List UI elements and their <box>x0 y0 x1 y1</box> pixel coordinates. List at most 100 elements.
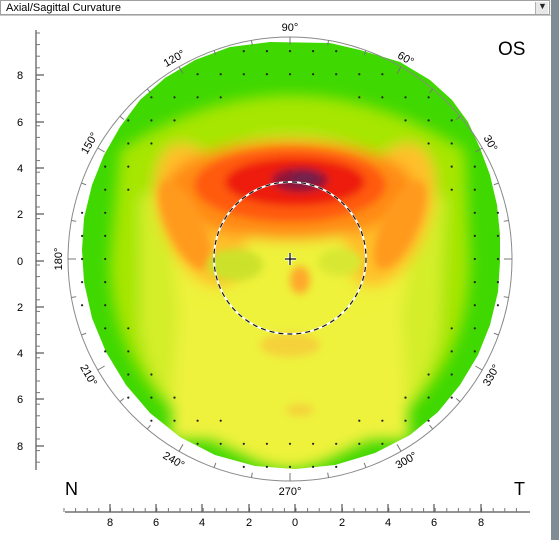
measurement-dot <box>450 373 453 376</box>
measurement-dot <box>196 73 199 76</box>
measurement-dot <box>104 234 107 237</box>
center-crosshair-icon <box>285 253 296 265</box>
measurement-dot <box>381 419 384 422</box>
ring-tick <box>503 296 509 299</box>
ring-tick <box>178 66 184 74</box>
measurement-dot <box>473 188 476 191</box>
measurement-dot <box>473 327 476 330</box>
measurement-dot <box>312 442 315 445</box>
measurement-dot <box>127 165 130 168</box>
measurement-dot <box>196 96 199 99</box>
measurement-dot <box>288 465 292 468</box>
measurement-dot <box>173 419 176 422</box>
measurement-dot <box>150 142 153 145</box>
measurement-dot <box>473 165 476 168</box>
measurement-dot <box>312 50 315 53</box>
ring-tick <box>81 332 87 336</box>
ring-tick <box>475 365 483 371</box>
measurement-dot <box>450 119 453 122</box>
measurement-dot <box>104 327 107 330</box>
measurement-dot <box>496 234 499 237</box>
measurement-dot <box>358 73 361 76</box>
measurement-dot <box>242 50 245 53</box>
ring-tick <box>71 296 77 299</box>
measurement-dot <box>288 50 292 53</box>
measurement-dot <box>219 96 222 99</box>
ring-tick <box>213 50 217 56</box>
ring-tick <box>119 398 125 403</box>
measurement-dot <box>196 419 199 422</box>
measurement-dot <box>81 234 84 237</box>
measurement-dot <box>473 350 476 353</box>
ring-tick <box>81 182 87 186</box>
ring-tick <box>178 444 184 452</box>
vertical-axis: 8 6 4 2 0 2 4 6 8 <box>17 30 44 470</box>
measurement-dot <box>312 465 315 468</box>
measurement-dot <box>450 165 453 168</box>
measurement-dot <box>427 396 430 399</box>
measurement-dot <box>265 73 268 76</box>
ring-tick <box>250 472 253 478</box>
h-tick-label: 2 <box>246 517 252 529</box>
nasal-label: N <box>65 479 78 499</box>
measurement-dot <box>404 119 407 122</box>
measurement-dot <box>150 419 153 422</box>
h-tick-label: 6 <box>431 517 437 529</box>
v-tick-label: 8 <box>17 441 23 453</box>
dropdown-button[interactable]: ▼ <box>535 1 548 14</box>
h-tick-label: 6 <box>153 517 159 529</box>
measurement-dot <box>381 96 384 99</box>
measurement-dot <box>104 188 107 191</box>
measurement-dot <box>242 465 245 468</box>
h-tick-label: 4 <box>199 517 205 529</box>
measurement-dot <box>104 350 107 353</box>
measurement-dot <box>358 96 361 99</box>
measurement-dot <box>473 304 476 307</box>
measurement-dot <box>358 442 361 445</box>
measurement-dot <box>127 350 130 353</box>
measurement-dot <box>473 281 476 284</box>
measurement-dot <box>150 396 153 399</box>
ring-tick <box>493 332 499 336</box>
ring-tick <box>396 444 402 452</box>
measurement-dot <box>265 442 268 445</box>
measurement-dot <box>473 234 476 237</box>
measurement-dot <box>496 211 499 214</box>
h-tick-label: 4 <box>385 517 391 529</box>
angle-ring <box>67 36 513 482</box>
v-tick-label: 6 <box>17 117 23 129</box>
measurement-dot <box>381 73 384 76</box>
ring-tick <box>455 398 461 403</box>
measurement-dot <box>427 373 430 376</box>
ring-tick <box>363 462 367 468</box>
measurement-dot <box>150 119 153 122</box>
measurement-dot <box>196 442 199 445</box>
measurement-dot <box>127 188 130 191</box>
ring-tick <box>146 88 151 94</box>
measurement-dot <box>450 327 453 330</box>
chevron-down-icon: ▼ <box>538 1 547 11</box>
eye-label: OS <box>498 39 525 60</box>
ring-tick <box>493 182 499 186</box>
measurement-dot <box>496 304 499 307</box>
map-type-dropdown[interactable]: Axial/Sagittal Curvature ▼ <box>0 0 550 15</box>
measurement-dot <box>173 96 176 99</box>
measurement-dot <box>450 396 453 399</box>
measurement-dot <box>335 73 338 76</box>
ring-tick <box>97 147 105 153</box>
measurement-dot <box>312 73 315 76</box>
angle-label: 270° <box>279 486 302 498</box>
measurement-dot <box>81 211 84 214</box>
v-tick-label: 2 <box>17 209 23 221</box>
measurement-dot <box>127 327 130 330</box>
measurement-dot <box>404 396 407 399</box>
ring-tick <box>97 365 105 371</box>
h-tick-label: 0 <box>292 517 298 529</box>
v-tick-label: 6 <box>17 394 23 406</box>
measurement-dot <box>427 142 430 145</box>
measurement-dot <box>127 373 130 376</box>
h-tick-label: 8 <box>107 517 113 529</box>
v-tick-label: 4 <box>17 348 23 360</box>
h-tick-label: 2 <box>339 517 345 529</box>
